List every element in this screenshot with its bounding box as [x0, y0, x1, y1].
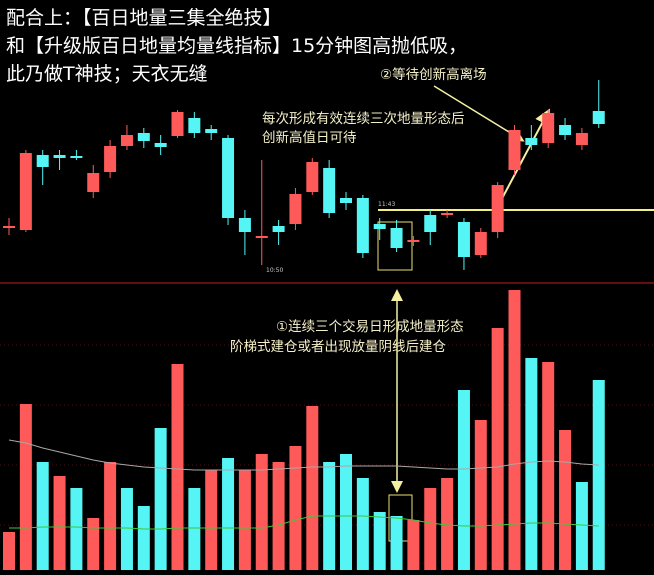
volume-bar — [340, 454, 352, 570]
candle-body — [188, 118, 201, 133]
volume-bar — [87, 518, 100, 570]
title-line: 此乃做T神技；天衣无缝 — [6, 63, 208, 85]
volume-bar — [154, 428, 167, 570]
volume-bar — [188, 488, 201, 570]
candle-body — [390, 228, 403, 248]
candle-body — [474, 232, 487, 255]
volume-bar — [104, 462, 117, 570]
arrow — [433, 85, 525, 142]
volume-bar — [19, 404, 32, 570]
volume-bar — [441, 478, 454, 570]
candle-body — [356, 198, 369, 253]
candle-body — [508, 130, 521, 170]
candle-body — [104, 146, 117, 172]
volume-bar — [457, 390, 470, 570]
candle-body — [255, 236, 268, 238]
candle-body — [36, 155, 49, 167]
candle-body — [87, 173, 100, 192]
volume-bar — [36, 462, 49, 570]
volume-bar — [508, 290, 521, 570]
candle-body — [407, 240, 420, 242]
candle-body — [575, 133, 588, 145]
candle-body — [238, 218, 251, 232]
candle-body — [19, 153, 32, 230]
volume-bar — [3, 532, 15, 570]
candle-body — [120, 135, 133, 146]
candle-body — [424, 215, 437, 232]
volume-bar — [272, 462, 285, 570]
volume-bar — [120, 488, 133, 570]
volume-bar — [373, 512, 386, 570]
volume-bar — [424, 488, 437, 570]
volume-bar — [222, 458, 235, 570]
volume-ma-line — [8, 439, 599, 471]
candle-body — [53, 155, 66, 158]
volume-bar — [238, 470, 251, 570]
volume-bar — [542, 362, 555, 570]
candle-body — [340, 198, 352, 203]
arrow — [496, 108, 550, 209]
volume-bar — [491, 328, 504, 570]
highlight-box — [377, 221, 413, 271]
volume-bar — [575, 482, 588, 570]
candle-body — [272, 226, 285, 232]
candle-body — [70, 156, 83, 158]
annotation: ①连续三个交易日形成地量形态 — [276, 318, 464, 335]
candle-body — [3, 226, 15, 228]
volume-bar — [137, 506, 150, 570]
annotation: 每次形成有效连续三次地量形态后 — [262, 111, 465, 127]
candle-body — [542, 113, 555, 143]
volume-bar — [53, 476, 66, 570]
candle-body — [592, 111, 605, 124]
volume-bar — [205, 470, 218, 570]
volume-bar — [407, 520, 420, 570]
volume-bar — [255, 454, 268, 570]
volume-bar — [390, 516, 403, 570]
volume-ma-line — [9, 515, 599, 530]
candle-body — [559, 125, 572, 135]
volume-bar — [525, 358, 538, 570]
candle-body — [441, 213, 454, 215]
marks — [3, 80, 605, 570]
candle-body — [323, 168, 336, 213]
candle-body — [373, 224, 386, 229]
annotation: 创新高值日可待 — [262, 129, 357, 146]
annotation: 阶梯式建仓或者出现放量阴线后建仓 — [230, 339, 446, 355]
volume-bar — [474, 420, 487, 570]
candle-body — [289, 194, 302, 224]
candle-body — [205, 129, 218, 133]
volume-bar — [306, 406, 319, 570]
time-label: 11:43 — [378, 201, 395, 208]
volume-bar — [559, 430, 572, 570]
volume-bar — [356, 478, 369, 570]
candle-body — [457, 222, 470, 257]
candle-body — [137, 133, 150, 141]
candle-body — [222, 138, 235, 218]
candle-body — [491, 185, 504, 232]
time-label: 10:50 — [266, 267, 283, 274]
annotation: ②等待创新高离场 — [380, 66, 487, 83]
candle-body — [171, 112, 184, 136]
candle-body — [306, 162, 319, 192]
volume-bar — [171, 364, 184, 570]
candle-body — [154, 143, 167, 147]
volume-bar — [70, 488, 83, 570]
volume-bar — [592, 380, 605, 570]
title-line: 和【升级版百日地量均量线指标】15分钟图高抛低吸， — [6, 35, 467, 57]
volume-bar — [289, 446, 302, 570]
candle-body — [525, 138, 538, 145]
title-line: 配合上：【百日地量三集全绝技】 — [6, 7, 282, 29]
